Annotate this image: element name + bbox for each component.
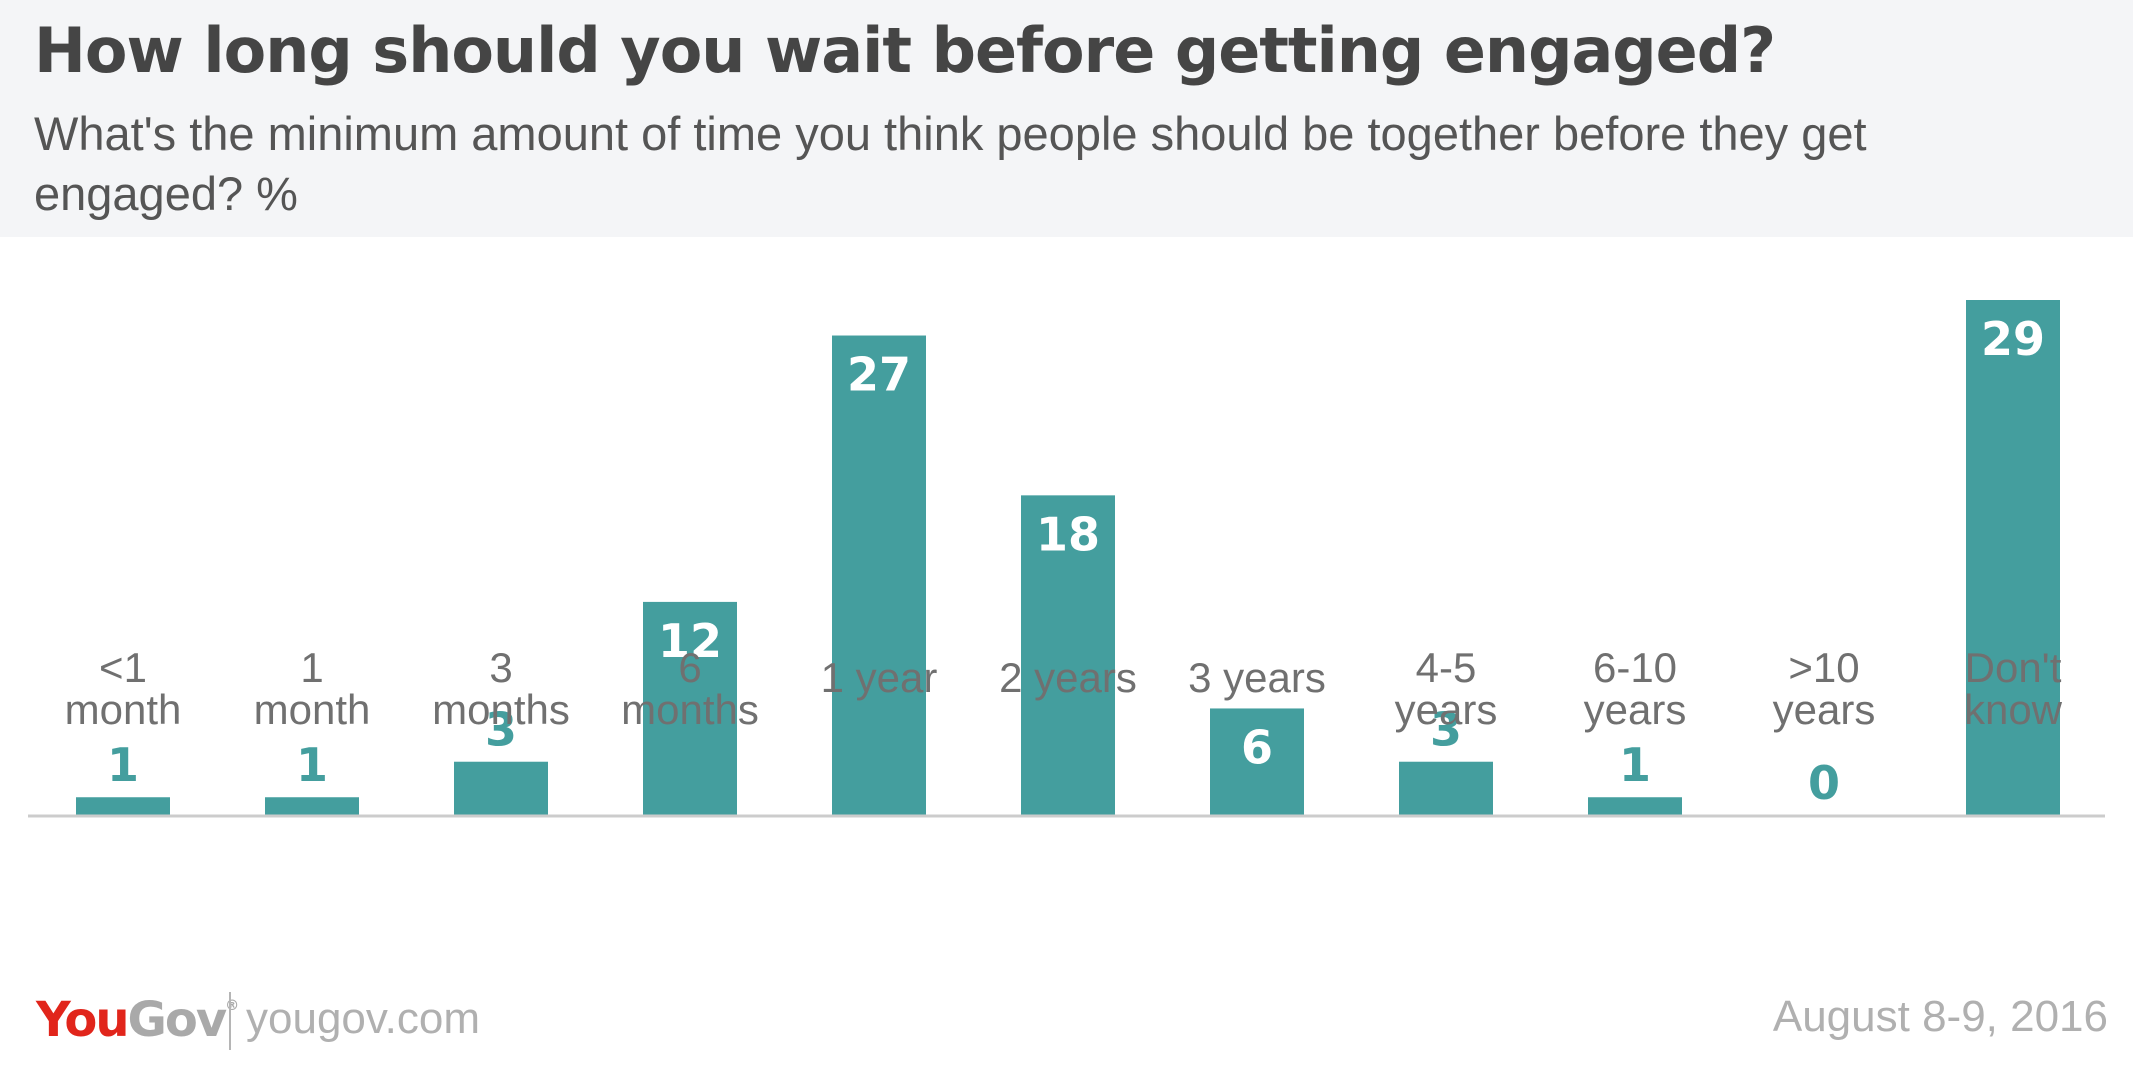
category-label-2-0: 3 xyxy=(489,644,512,691)
data-label-9: 0 xyxy=(1808,756,1840,810)
yougov-logo: YouGov® xyxy=(36,992,239,1048)
logo-gov: Gov xyxy=(127,992,228,1048)
chart-title: How long should you wait before getting … xyxy=(34,14,1776,87)
footer-date: August 8-9, 2016 xyxy=(1772,992,2108,1041)
data-label-4: 27 xyxy=(847,348,911,402)
logo-you: You xyxy=(36,992,129,1048)
category-label-10-0: Don't xyxy=(1965,644,2062,691)
category-label-10-1: know xyxy=(1964,686,2063,733)
category-label-1-0: 1 xyxy=(300,644,323,691)
category-label-3-0: 6 xyxy=(678,644,701,691)
category-label-4-0: 1 year xyxy=(821,654,938,701)
bar-8 xyxy=(1588,797,1682,815)
category-label-7-0: 4-5 xyxy=(1416,644,1477,691)
chart-subtitle: What's the minimum amount of time you th… xyxy=(34,107,1867,220)
data-label-2: 3 xyxy=(485,703,517,757)
category-label-7-1: years xyxy=(1395,686,1498,733)
data-label-0: 1 xyxy=(107,738,139,792)
bar-6 xyxy=(1210,708,1304,815)
footer-divider xyxy=(229,992,231,1050)
data-label-5: 18 xyxy=(1036,507,1100,561)
bar-5 xyxy=(1021,495,1115,815)
category-label-2-1: months xyxy=(432,686,570,733)
data-label-6: 6 xyxy=(1241,720,1273,774)
category-label-6-0: 3 years xyxy=(1188,654,1326,701)
category-label-1-1: month xyxy=(254,686,371,733)
category-label-5-0: 2 years xyxy=(999,654,1137,701)
category-label-9-1: years xyxy=(1773,686,1876,733)
bar-0 xyxy=(76,797,170,815)
bar-2 xyxy=(454,761,548,815)
category-label-8-0: 6-10 xyxy=(1593,644,1677,691)
data-label-3: 12 xyxy=(658,614,722,668)
category-label-9-0: >10 xyxy=(1788,644,1859,691)
header-panel: How long should you wait before getting … xyxy=(0,0,2133,237)
category-label-0-0: <1 xyxy=(99,644,147,691)
bar-1 xyxy=(265,797,359,815)
category-label-0-1: month xyxy=(65,686,182,733)
category-label-8-1: years xyxy=(1584,686,1687,733)
bar-10 xyxy=(1966,300,2060,815)
category-label-3-1: months xyxy=(621,686,759,733)
bar-4 xyxy=(832,335,926,815)
data-label-1: 1 xyxy=(296,738,328,792)
footer-website: yougov.com xyxy=(246,994,480,1043)
bar-3 xyxy=(643,601,737,815)
data-label-7: 3 xyxy=(1430,703,1462,757)
data-label-8: 1 xyxy=(1619,738,1651,792)
logo-registered-mark: ® xyxy=(225,998,239,1014)
data-label-10: 29 xyxy=(1981,312,2045,366)
bar-7 xyxy=(1399,761,1493,815)
